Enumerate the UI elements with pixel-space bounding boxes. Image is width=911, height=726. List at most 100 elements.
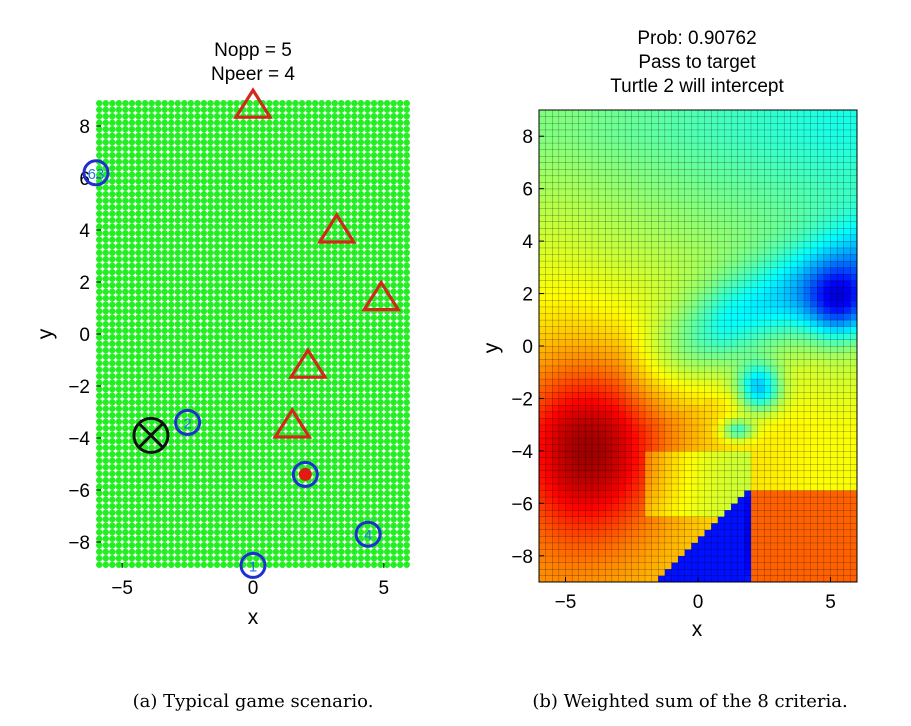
heatmap-cell xyxy=(671,181,679,190)
heatmap-cell xyxy=(671,339,679,347)
heatmap-cell xyxy=(737,293,745,301)
heatmap-cell xyxy=(730,391,739,399)
heatmap-cell xyxy=(631,142,639,150)
heatmap-cell xyxy=(817,116,825,124)
heatmap-cell xyxy=(750,299,759,308)
heatmap-cell xyxy=(823,306,831,314)
heatmap-cell xyxy=(704,417,712,426)
heatmap-cell xyxy=(803,391,812,399)
heatmap-cell xyxy=(750,568,759,576)
heatmap-cell xyxy=(697,273,706,281)
heatmap-cell xyxy=(545,535,553,544)
heatmap-cell xyxy=(744,444,752,452)
heatmap-cell xyxy=(810,483,818,491)
left-y-axis-label: y xyxy=(34,328,57,339)
heatmap-cell xyxy=(830,319,838,327)
heatmap-cell xyxy=(744,280,752,288)
heatmap-cell xyxy=(591,116,600,124)
heatmap-cell xyxy=(664,116,672,124)
heatmap-cell xyxy=(658,365,666,373)
heatmap-cell xyxy=(591,326,600,334)
heatmap-cell xyxy=(717,116,725,124)
heatmap-cell xyxy=(823,201,831,209)
heatmap-cell xyxy=(744,188,752,196)
heatmap-cell xyxy=(684,516,692,524)
heatmap-cell xyxy=(624,555,633,563)
heatmap-cell xyxy=(836,529,845,537)
heatmap-cell xyxy=(817,122,825,131)
heatmap-cell xyxy=(744,116,752,124)
heatmap-cell xyxy=(571,155,580,163)
heatmap-cell xyxy=(717,568,725,576)
heatmap-cell xyxy=(717,247,725,255)
heatmap-cell xyxy=(638,542,646,550)
heatmap-cell xyxy=(677,319,686,327)
heatmap-cell xyxy=(797,195,805,203)
heatmap-cell xyxy=(677,149,686,157)
heatmap-cell xyxy=(664,122,672,131)
heatmap-cell xyxy=(790,260,798,268)
heatmap-cell xyxy=(737,149,745,157)
heatmap-cell xyxy=(783,273,792,281)
heatmap-cell xyxy=(585,286,593,295)
heatmap-cell xyxy=(783,142,792,150)
heatmap-cell xyxy=(585,326,593,334)
heatmap-cell xyxy=(817,372,825,380)
heatmap-cell xyxy=(711,260,719,268)
heatmap-cell xyxy=(797,319,805,327)
heatmap-cell xyxy=(631,267,639,275)
heatmap-cell xyxy=(783,319,792,327)
heatmap-cell xyxy=(658,201,666,209)
heatmap-cell xyxy=(797,385,805,393)
heatmap-cell xyxy=(750,483,759,491)
heatmap-cell xyxy=(552,352,560,360)
heatmap-cell xyxy=(664,181,672,190)
heatmap-cell xyxy=(677,522,686,531)
heatmap-cell xyxy=(764,313,772,321)
heatmap-cell xyxy=(624,516,633,524)
heatmap-cell xyxy=(565,391,573,399)
heatmap-cell xyxy=(591,221,600,229)
heatmap-cell xyxy=(538,332,547,340)
heatmap-cell xyxy=(578,109,586,118)
heatmap-cell xyxy=(611,234,619,242)
heatmap-cell xyxy=(638,188,646,196)
heatmap-cell xyxy=(697,431,706,439)
heatmap-cell xyxy=(764,483,772,491)
heatmap-cell xyxy=(790,378,798,386)
heatmap-cell xyxy=(803,122,812,131)
heatmap-cell xyxy=(711,149,719,157)
heatmap-cell xyxy=(817,352,825,360)
heatmap-cell xyxy=(836,457,845,465)
heatmap-cell xyxy=(724,444,732,452)
heatmap-cell xyxy=(770,503,778,511)
heatmap-cell xyxy=(810,450,818,458)
heatmap-cell xyxy=(591,260,600,268)
heatmap-cell xyxy=(724,116,732,124)
heatmap-cell xyxy=(691,286,699,295)
heatmap-cell xyxy=(618,437,626,445)
heatmap-cell xyxy=(770,529,778,537)
heatmap-cell xyxy=(717,260,725,268)
heatmap-cell xyxy=(697,372,706,380)
heatmap-cell xyxy=(764,496,772,504)
heatmap-cell xyxy=(558,221,566,229)
heatmap-cell xyxy=(684,201,692,209)
heatmap-cell xyxy=(777,280,785,288)
heatmap-cell xyxy=(790,175,798,183)
heatmap-cell xyxy=(585,168,593,177)
heatmap-cell xyxy=(611,339,619,347)
heatmap-cell xyxy=(545,398,553,406)
heatmap-cell xyxy=(585,529,593,537)
heatmap-cell xyxy=(704,516,712,524)
heatmap-cell xyxy=(638,326,646,334)
heatmap-cell xyxy=(565,424,573,432)
heatmap-cell xyxy=(605,181,613,190)
heatmap-cell xyxy=(764,549,772,557)
heatmap-cell xyxy=(691,483,699,491)
heatmap-cell xyxy=(704,404,712,413)
heatmap-cell xyxy=(611,417,619,426)
heatmap-cell xyxy=(697,391,706,399)
heatmap-cell xyxy=(823,568,831,576)
heatmap-cell xyxy=(618,280,626,288)
